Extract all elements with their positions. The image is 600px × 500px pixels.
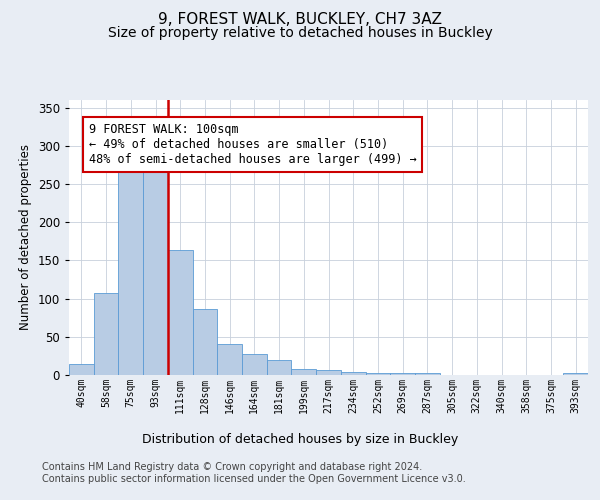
Text: Size of property relative to detached houses in Buckley: Size of property relative to detached ho…: [107, 26, 493, 40]
Bar: [143, 169, 168, 375]
Bar: [242, 354, 267, 375]
Bar: [415, 374, 440, 375]
Text: 9 FOREST WALK: 100sqm
← 49% of detached houses are smaller (510)
48% of semi-det: 9 FOREST WALK: 100sqm ← 49% of detached …: [89, 123, 416, 166]
Bar: [168, 250, 193, 375]
Bar: [118, 151, 143, 375]
Y-axis label: Number of detached properties: Number of detached properties: [19, 144, 32, 330]
Bar: [267, 360, 292, 375]
Bar: [563, 372, 588, 375]
Bar: [341, 372, 365, 375]
Text: 9, FOREST WALK, BUCKLEY, CH7 3AZ: 9, FOREST WALK, BUCKLEY, CH7 3AZ: [158, 12, 442, 28]
Bar: [365, 372, 390, 375]
Text: Distribution of detached houses by size in Buckley: Distribution of detached houses by size …: [142, 432, 458, 446]
Text: Contains HM Land Registry data © Crown copyright and database right 2024.
Contai: Contains HM Land Registry data © Crown c…: [42, 462, 466, 484]
Bar: [94, 292, 118, 375]
Bar: [316, 370, 341, 375]
Bar: [193, 308, 217, 375]
Bar: [69, 364, 94, 375]
Bar: [390, 372, 415, 375]
Bar: [217, 344, 242, 375]
Bar: [292, 369, 316, 375]
